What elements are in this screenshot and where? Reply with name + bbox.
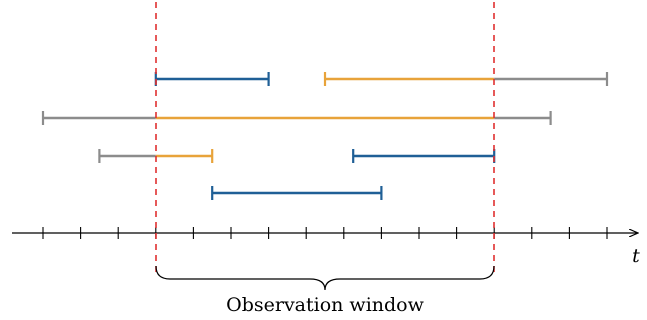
interval — [323, 72, 609, 86]
interval — [211, 186, 383, 200]
interval — [41, 111, 552, 125]
interval — [352, 149, 496, 163]
window-label: Observation window — [226, 294, 424, 316]
axis-ticks — [42, 227, 608, 239]
window-brace — [155, 265, 495, 291]
interval — [98, 149, 214, 163]
axis-label: t — [632, 245, 640, 267]
intervals — [41, 72, 609, 200]
interval — [154, 72, 270, 86]
